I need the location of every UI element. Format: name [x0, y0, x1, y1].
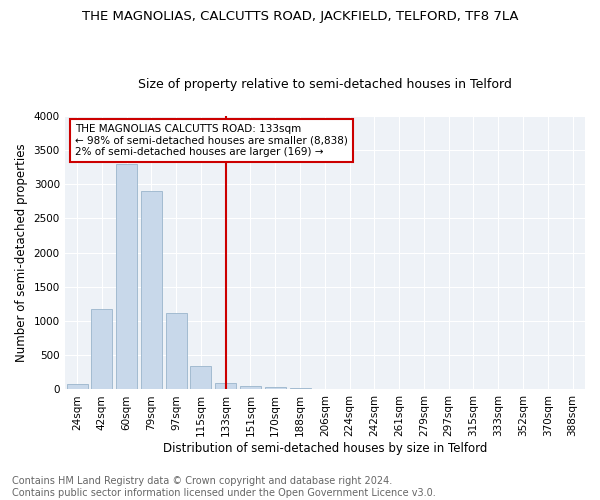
Bar — [265, 387, 286, 390]
Bar — [290, 388, 311, 390]
X-axis label: Distribution of semi-detached houses by size in Telford: Distribution of semi-detached houses by … — [163, 442, 487, 455]
Bar — [141, 191, 162, 390]
Bar — [190, 366, 211, 390]
Text: Contains HM Land Registry data © Crown copyright and database right 2024.
Contai: Contains HM Land Registry data © Crown c… — [12, 476, 436, 498]
Bar — [91, 309, 112, 390]
Bar — [215, 383, 236, 390]
Bar — [116, 164, 137, 390]
Text: THE MAGNOLIAS CALCUTTS ROAD: 133sqm
← 98% of semi-detached houses are smaller (8: THE MAGNOLIAS CALCUTTS ROAD: 133sqm ← 98… — [75, 124, 348, 157]
Y-axis label: Number of semi-detached properties: Number of semi-detached properties — [15, 144, 28, 362]
Bar — [67, 384, 88, 390]
Text: THE MAGNOLIAS, CALCUTTS ROAD, JACKFIELD, TELFORD, TF8 7LA: THE MAGNOLIAS, CALCUTTS ROAD, JACKFIELD,… — [82, 10, 518, 23]
Bar — [240, 386, 261, 390]
Bar — [166, 313, 187, 390]
Title: Size of property relative to semi-detached houses in Telford: Size of property relative to semi-detach… — [138, 78, 512, 91]
